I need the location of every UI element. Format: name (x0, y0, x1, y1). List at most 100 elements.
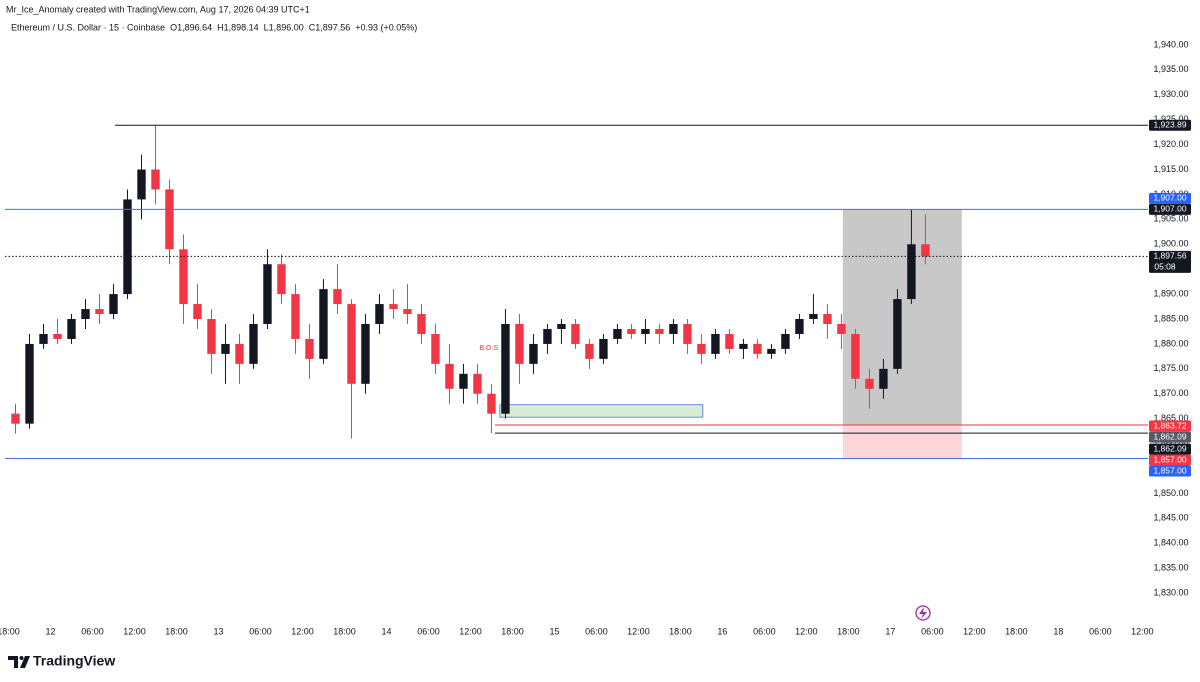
price-tag-label: 1,857.00 (1153, 454, 1186, 464)
zone-box (499, 404, 704, 418)
legend-value: C1,897.56 (309, 22, 351, 32)
y-tick-label: 1,865.00 (1153, 413, 1188, 423)
candle-body (683, 324, 692, 344)
y-tick-label: 1,835.00 (1153, 563, 1188, 573)
candle-body (515, 324, 524, 364)
price-tag (1149, 420, 1191, 432)
candle-body (319, 289, 328, 359)
x-tick-label: 18:00 (165, 626, 188, 636)
legend-value: O1,896.64 (170, 22, 212, 32)
y-tick-label: 1,840.00 (1153, 538, 1188, 548)
candle-body (655, 328, 664, 334)
x-tick-label: 16 (717, 626, 727, 636)
price-tag (1149, 192, 1191, 204)
y-tick-label: 1,935.00 (1153, 64, 1188, 74)
candle-body (865, 378, 874, 389)
x-tick-label: 12:00 (1131, 626, 1154, 636)
candle-body (627, 328, 636, 334)
x-tick-label: 12:00 (459, 626, 482, 636)
y-tick-label: 1,850.00 (1153, 488, 1188, 498)
x-tick-label: 06:00 (753, 626, 776, 636)
x-tick-label: 17 (885, 626, 895, 636)
candle-body (669, 324, 678, 334)
candle-body (571, 324, 580, 344)
candle-body (263, 264, 272, 324)
candle-body (543, 328, 552, 344)
x-tick-label: 12:00 (291, 626, 314, 636)
x-tick-label: 15 (549, 626, 559, 636)
candle-body (277, 264, 286, 295)
price-tag (1149, 250, 1191, 273)
lightning-icon (915, 605, 931, 621)
candle-body (753, 343, 762, 354)
candle-body (361, 324, 370, 384)
x-tick-label: 18:00 (501, 626, 524, 636)
x-tick-label: 13 (213, 626, 223, 636)
y-tick-label: 1,940.00 (1153, 39, 1188, 49)
brand-logo: TradingView (8, 653, 115, 669)
candle-body (81, 309, 90, 320)
candle-body (179, 249, 188, 305)
x-tick-label: 12:00 (123, 626, 146, 636)
candle-body (697, 343, 706, 354)
candle-body (557, 324, 566, 329)
candle-body (445, 363, 454, 389)
x-tick-label: 18:00 (0, 626, 20, 636)
symbol: Ethereum / U.S. Dollar · 15 · Coinbase (11, 22, 165, 32)
y-tick-label: 1,905.00 (1153, 214, 1188, 224)
x-tick-label: 14 (381, 626, 391, 636)
candle-body (235, 343, 244, 364)
candle-body (599, 338, 608, 359)
candle-body (291, 294, 300, 339)
candle-body (375, 304, 384, 324)
price-tag (1149, 454, 1191, 466)
candle-body (221, 343, 230, 354)
candle-body (795, 319, 804, 334)
price-tag (1149, 465, 1191, 477)
price-tag-label: 1,863.72 (1153, 420, 1186, 430)
candle-body (389, 304, 398, 310)
candle-body (347, 304, 356, 384)
candle-body (95, 309, 104, 315)
candle-body (39, 333, 48, 344)
price-tag (1149, 119, 1191, 131)
y-tick-label: 1,920.00 (1153, 139, 1188, 149)
candle-body (585, 343, 594, 359)
candle-body (893, 299, 902, 369)
y-tick-label: 1,875.00 (1153, 363, 1188, 373)
price-tag-label: 1,862.09 (1153, 443, 1186, 453)
candle-body (403, 309, 412, 315)
x-tick-label: 18:00 (1005, 626, 1028, 636)
x-tick-label: 06:00 (417, 626, 440, 636)
y-tick-label: 1,930.00 (1153, 89, 1188, 99)
candle-body (851, 333, 860, 379)
x-tick-label: 06:00 (585, 626, 608, 636)
x-tick-label: 06:00 (249, 626, 272, 636)
candle-body (109, 294, 118, 315)
candle-body (711, 333, 720, 354)
candle-body (249, 324, 258, 364)
x-tick-label: 12 (45, 626, 55, 636)
candle-body (501, 324, 510, 414)
legend-value: +0.93 (+0.05%) (355, 22, 417, 32)
candle-body (207, 319, 216, 354)
y-tick-label: 1,890.00 (1153, 288, 1188, 298)
x-tick-label: 06:00 (1089, 626, 1112, 636)
candle-body (767, 348, 776, 354)
candle-body (837, 324, 846, 334)
candle-body (823, 314, 832, 324)
candle-body (333, 289, 342, 305)
candle-body (151, 169, 160, 190)
candle-body (641, 328, 650, 334)
price-tag (1149, 443, 1191, 455)
candle-body (417, 314, 426, 334)
candle-body (137, 169, 146, 200)
brand: TradingView (33, 653, 115, 669)
plot-area: B.O.S (11, 125, 962, 459)
candle-body (67, 319, 76, 339)
x-tick-label: 06:00 (921, 626, 944, 636)
x-tick-label: 18:00 (669, 626, 692, 636)
candle-body (739, 343, 748, 349)
price-tag-label: 1,923.89 (1153, 119, 1186, 129)
